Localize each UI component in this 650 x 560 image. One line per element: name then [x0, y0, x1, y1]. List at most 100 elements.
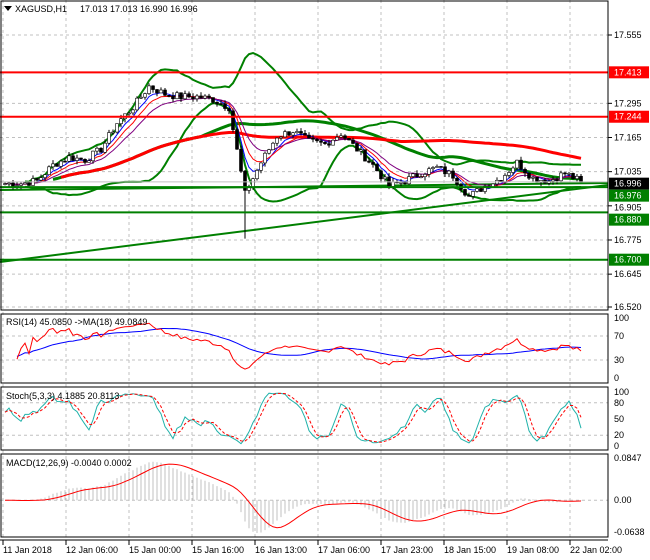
- candle: [19, 183, 23, 186]
- candle: [51, 163, 55, 168]
- candle: [23, 182, 27, 185]
- candle: [523, 168, 527, 174]
- candle: [255, 170, 259, 180]
- candle: [127, 112, 131, 115]
- candle: [419, 176, 423, 179]
- candle: [63, 160, 67, 163]
- candle: [279, 136, 283, 139]
- candle: [311, 137, 315, 140]
- candle: [407, 176, 411, 185]
- candle: [211, 97, 215, 103]
- candle: [83, 158, 87, 163]
- candle: [139, 96, 143, 99]
- candle: [223, 103, 227, 109]
- stoch-signal-line: [4, 392, 582, 443]
- candle: [307, 134, 311, 139]
- candle: [375, 164, 379, 172]
- sma-red: [60, 130, 582, 179]
- panel-frame: [0, 386, 609, 451]
- candle: [143, 93, 147, 98]
- level-price-label: 17.413: [614, 67, 642, 77]
- candle: [519, 159, 523, 170]
- candle: [183, 93, 187, 100]
- candle: [7, 182, 11, 185]
- macd-tick-label: 0.0847: [614, 453, 642, 463]
- candle: [463, 189, 467, 196]
- panel-frame: [0, 0, 609, 311]
- candle: [95, 147, 99, 152]
- candle: [227, 108, 231, 112]
- candle: [87, 160, 91, 163]
- candle: [467, 194, 471, 197]
- candle: [331, 139, 335, 146]
- candle: [111, 131, 115, 134]
- candle: [315, 138, 319, 142]
- candle: [171, 95, 175, 100]
- rsi-tick-label: 0: [614, 373, 619, 383]
- candle: [47, 166, 51, 175]
- candle: [155, 89, 159, 94]
- candle: [443, 166, 447, 175]
- candle: [551, 179, 555, 182]
- candle: [231, 110, 235, 130]
- price-panel[interactable]: [0, 51, 609, 263]
- price-tick-label: 16.905: [614, 203, 642, 213]
- candle: [135, 97, 139, 111]
- candle: [55, 163, 59, 167]
- candle: [287, 131, 291, 136]
- price-tick-label: 16.645: [614, 269, 642, 279]
- candle: [219, 103, 223, 105]
- stochastic-panel[interactable]: [0, 392, 608, 445]
- candle: [471, 191, 475, 197]
- time-tick-label: 15 Jan 16:00: [192, 545, 244, 555]
- candle: [67, 155, 71, 162]
- candle: [3, 183, 7, 185]
- candle: [99, 147, 103, 153]
- candle: [563, 172, 567, 175]
- ema-red: [4, 95, 582, 189]
- price-tick-label: 16.520: [614, 302, 642, 312]
- candle: [483, 185, 487, 192]
- candle: [575, 175, 579, 180]
- current-price-label: 16.996: [614, 179, 642, 189]
- macd-title: MACD(12,26,9) -0.0040 0.0002: [6, 458, 132, 468]
- time-tick-label: 12 Jan 06:00: [66, 545, 118, 555]
- level-price-tag: [609, 189, 649, 202]
- rsi-tick-label: 100: [614, 313, 629, 323]
- candle: [207, 95, 211, 98]
- candle: [103, 142, 107, 153]
- price-tick-label: 17.295: [614, 98, 642, 108]
- candle: [323, 141, 327, 144]
- candle: [347, 138, 351, 141]
- macd-panel[interactable]: [0, 461, 608, 534]
- candle: [35, 178, 39, 181]
- candle: [571, 173, 575, 180]
- candle: [259, 162, 263, 171]
- candle: [151, 85, 155, 90]
- candle: [355, 143, 359, 152]
- axes: 11 Jan 2018 12 Jan 06:00 15 Jan 00:00 15 Ja…: [2, 30, 649, 555]
- candle: [319, 140, 323, 143]
- stoch-tick-label: 50: [614, 414, 624, 424]
- price-tick-label: 16.775: [614, 235, 642, 245]
- current-price-tag: [609, 177, 649, 190]
- candle: [415, 173, 419, 178]
- rsi-panel[interactable]: [0, 322, 608, 370]
- stoch-tick-label: 20: [614, 430, 624, 440]
- candle: [91, 150, 95, 162]
- candle: [427, 168, 431, 175]
- candle: [163, 89, 167, 96]
- candle: [391, 181, 395, 187]
- candle: [511, 167, 515, 173]
- candle: [215, 101, 219, 104]
- level-price-label: 16.976: [614, 191, 642, 201]
- candle: [191, 96, 195, 100]
- dropdown-triangle-icon[interactable]: [4, 6, 12, 11]
- candle: [359, 149, 363, 152]
- candle: [295, 131, 299, 134]
- candle: [515, 159, 519, 169]
- level-price-tag: [609, 110, 649, 123]
- candle: [399, 182, 403, 184]
